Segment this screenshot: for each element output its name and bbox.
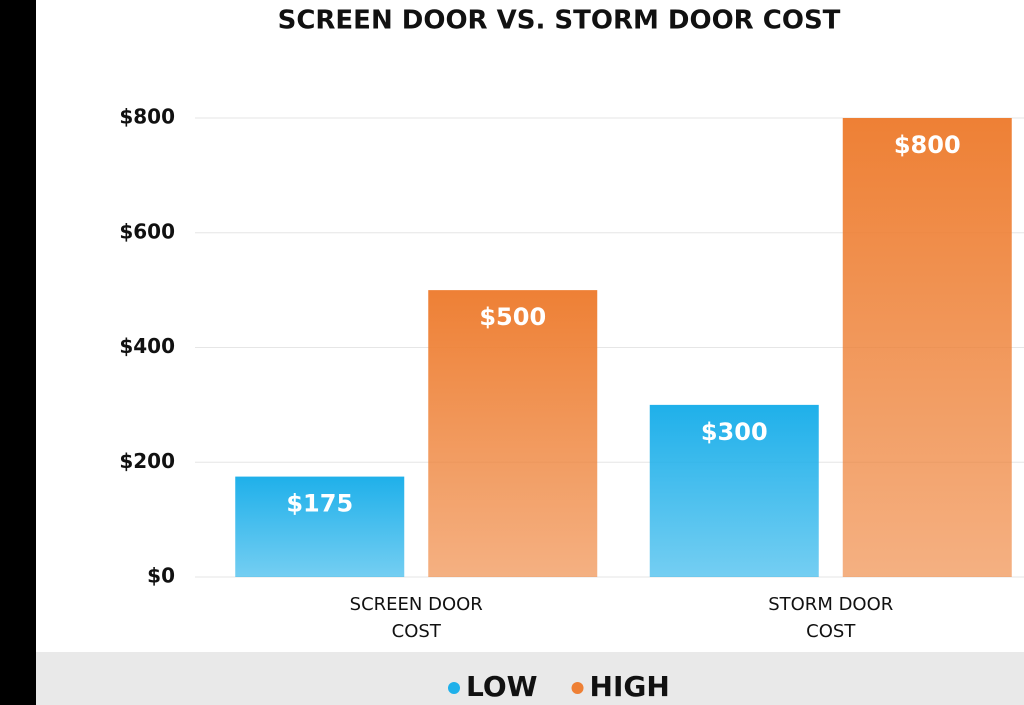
bar — [235, 476, 405, 577]
legend-marker — [448, 682, 460, 694]
y-tick-label: $800 — [119, 105, 175, 129]
legend-label: HIGH — [590, 670, 670, 703]
x-tick-label: SCREEN DOOR COST — [349, 594, 483, 642]
x-tick-label: STORM DOOR COST — [768, 594, 894, 642]
value-label: $175 — [286, 490, 353, 518]
y-tick-label: $200 — [119, 449, 175, 473]
bar — [428, 290, 598, 577]
y-tick-label: $600 — [119, 219, 175, 243]
legend-label: LOW — [466, 670, 538, 703]
chart-title: SCREEN DOOR VS. STORM DOOR COST — [278, 6, 841, 36]
legend-band — [36, 652, 1024, 705]
value-label: $500 — [479, 303, 546, 331]
bar — [649, 404, 819, 577]
side-strip — [0, 0, 36, 705]
value-label: $300 — [701, 418, 768, 446]
bar — [842, 118, 1012, 577]
value-label: $800 — [894, 131, 961, 159]
legend-marker — [571, 682, 584, 694]
y-tick-label: $0 — [147, 564, 175, 588]
y-tick-label: $400 — [119, 334, 175, 358]
